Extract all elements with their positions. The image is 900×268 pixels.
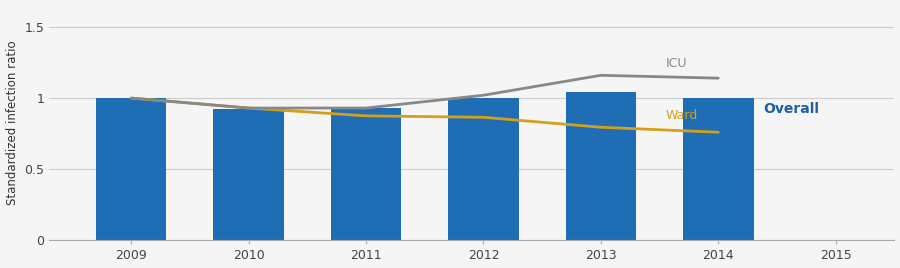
- Bar: [448, 98, 518, 240]
- Bar: [683, 98, 753, 240]
- Bar: [96, 98, 166, 240]
- Text: Ward: Ward: [665, 109, 698, 122]
- Text: Overall: Overall: [763, 102, 819, 117]
- Text: ICU: ICU: [665, 57, 687, 70]
- Bar: [213, 109, 284, 240]
- Bar: [331, 108, 401, 240]
- Bar: [565, 92, 636, 240]
- Y-axis label: Standardized infection ratio: Standardized infection ratio: [5, 41, 19, 205]
